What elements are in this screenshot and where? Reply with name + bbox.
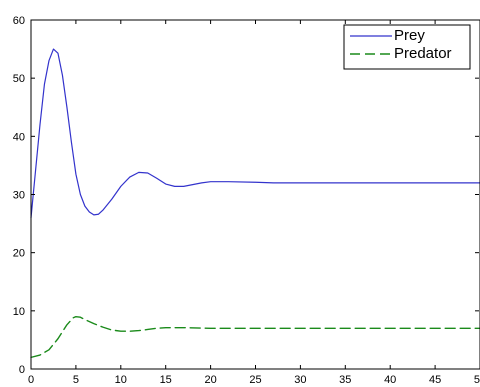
predator-legend-label: Predator [394,45,452,62]
x-tick-label: 20 [204,374,216,386]
y-tick-label: 30 [13,190,25,202]
predator-series-line [30,315,480,359]
x-tick-label: 10 [115,374,127,386]
x-tick-label: 40 [384,374,396,386]
x-tick-label: 30 [294,374,306,386]
x-tick-label: 35 [339,374,351,386]
y-tick-label: 20 [13,248,25,260]
x-tick-label: 45 [429,374,441,386]
y-tick-label: 40 [13,131,25,143]
y-tick-label: 10 [13,306,25,318]
legend-box [343,24,471,70]
y-tick-label: 0 [19,364,25,376]
y-tick-label: 50 [13,73,25,85]
prey-series-line [30,48,480,219]
x-tick-label: 25 [249,374,261,386]
x-tick-label: 0 [28,374,34,386]
plot-area [31,20,480,369]
x-tick-label: 5 [73,374,79,386]
y-tick-label: 60 [13,15,25,27]
prey-legend-label: Prey [394,27,425,44]
x-tick-label: 50 [474,374,480,386]
x-tick-label: 15 [160,374,172,386]
